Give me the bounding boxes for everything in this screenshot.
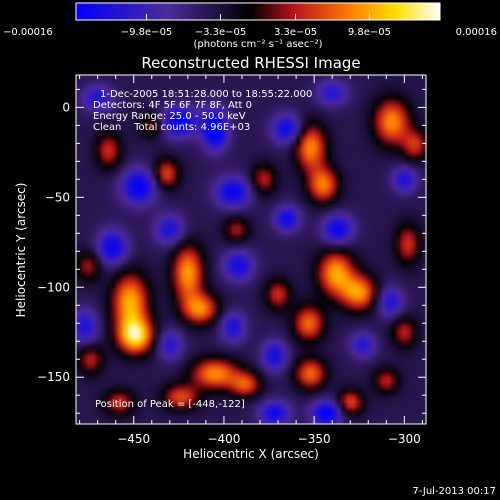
colorbar: [75, 2, 441, 21]
chart-title: Reconstructed RHESSI Image: [141, 54, 360, 72]
y-tick-label: −100: [37, 280, 70, 294]
x-tick-label: −450: [117, 432, 150, 446]
colorbar-tick-label: 9.8e−05: [348, 27, 391, 38]
colorbar-ticks: −0.00016 −9.8e−05 −3.3e−05 3.3e−05 9.8e−05 0.…: [3, 14, 497, 38]
colorbar-unit-label: (photons cm⁻² s⁻¹ asec⁻²): [193, 39, 322, 50]
annotation-energy-range: Energy Range: 25.0 - 50.0 keV: [93, 111, 246, 122]
x-axis-label: Heliocentric X (arcsec): [183, 447, 319, 461]
colorbar-tick-label: 0.00016: [456, 27, 497, 38]
y-tick-label: −50: [45, 190, 70, 204]
x-tick-label: −300: [388, 432, 421, 446]
colorbar-tick-label: −9.8e−05: [121, 27, 173, 38]
y-axis-label: Heliocentric Y (arcsec): [14, 183, 28, 318]
x-tick-label: −400: [207, 432, 240, 446]
x-tick-label: −350: [298, 432, 331, 446]
axis-ticks: −450 −400 −350 −300 0 −50 −100 −150: [37, 75, 426, 446]
footer-date: 7-Jul-2013 00:17: [412, 486, 496, 497]
annotation-detectors: Detectors: 4F 5F 6F 7F 8F, Att 0: [93, 100, 252, 111]
annotation-peak-position: Position of Peak = [-448,-122]: [95, 399, 245, 410]
colorbar-tick-label: 3.3e−05: [274, 27, 317, 38]
annotation-time-range: 1-Dec-2005 18:51:28.000 to 18:55:22.000: [100, 89, 312, 100]
colorbar-tick-label: −3.3e−05: [195, 27, 247, 38]
annotation-clean-counts: Clean Total counts: 4.96E+03: [93, 122, 250, 133]
y-tick-label: −150: [37, 370, 70, 384]
plot-frame: [75, 74, 427, 425]
heatmap-image: [76, 75, 426, 424]
colorbar-tick-label: −0.00016: [3, 27, 53, 38]
y-tick-label: 0: [62, 100, 70, 114]
